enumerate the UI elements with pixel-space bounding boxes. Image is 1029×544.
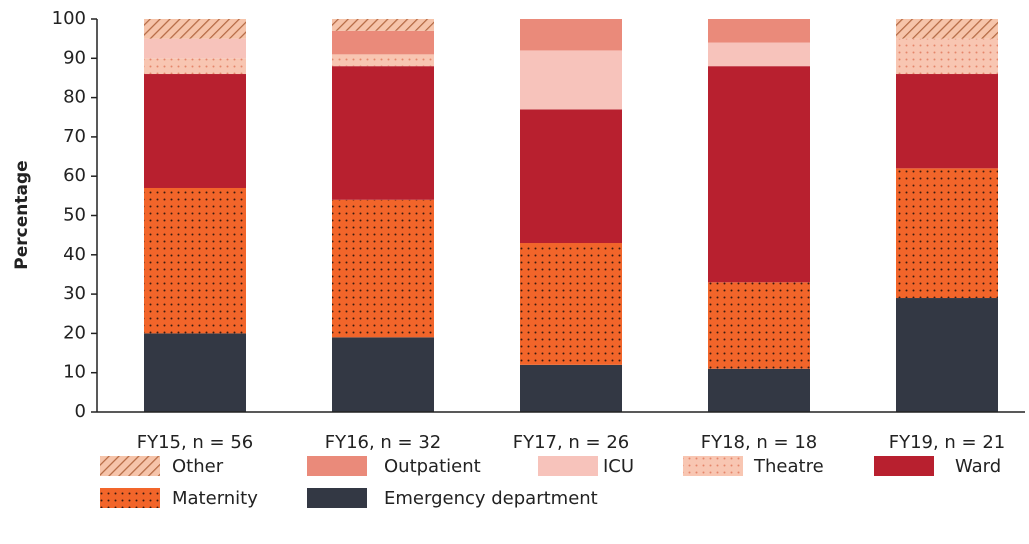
bar-segment [144, 333, 246, 412]
x-tick-label: FY15, n = 56 [137, 432, 254, 453]
legend-label: Ward [955, 456, 1001, 477]
legend-swatch [538, 456, 598, 476]
y-tick-label: 100 [52, 8, 86, 29]
bar-segment [520, 109, 622, 244]
legend-swatch [100, 488, 160, 508]
bar-segment [708, 42, 810, 67]
y-tick-label: 20 [63, 322, 86, 343]
legend-label: Maternity [172, 488, 258, 509]
x-tick-label: FY17, n = 26 [513, 432, 630, 453]
y-tick-label: 90 [63, 47, 86, 68]
legend-swatch [683, 456, 743, 476]
bar-segment [520, 19, 622, 51]
bar-segment [896, 74, 998, 169]
y-tick-label: 80 [63, 87, 86, 108]
bar-segment [144, 19, 246, 39]
bar-segment [332, 66, 434, 200]
y-axis-label: Percentage [12, 160, 32, 269]
bar-segment [896, 38, 998, 75]
legend-swatch [874, 456, 934, 476]
y-tick-label: 10 [63, 362, 86, 383]
bar-segment [896, 19, 998, 39]
bar-segment [708, 66, 810, 283]
y-tick-label: 50 [63, 205, 86, 226]
x-tick-label: FY19, n = 21 [889, 432, 1006, 453]
bar-segment [520, 243, 622, 365]
y-tick-label: 0 [75, 401, 86, 422]
bar-segment [332, 337, 434, 412]
bar-segment [896, 298, 998, 412]
legend-label: Outpatient [384, 456, 481, 477]
legend-label: Other [172, 456, 224, 477]
y-tick-label: 40 [63, 244, 86, 265]
bar-segment [520, 364, 622, 412]
legend-label: Theatre [753, 456, 824, 477]
bar-segment [708, 282, 810, 369]
bar-segment [332, 199, 434, 338]
y-tick-label: 70 [63, 126, 86, 147]
legend-label: ICU [603, 456, 634, 477]
bar-segment [332, 30, 434, 55]
x-tick-label: FY18, n = 18 [701, 432, 818, 453]
bar-segment [520, 50, 622, 110]
bar-segment [144, 58, 246, 75]
legend-swatch [100, 456, 160, 476]
bar-segment [708, 368, 810, 412]
bar-segment [144, 38, 246, 59]
x-tick-label: FY16, n = 32 [325, 432, 442, 453]
legend-swatch [307, 488, 367, 508]
bar-segment [144, 74, 246, 188]
bar-segment [708, 19, 810, 43]
bar-segment [896, 168, 998, 299]
bar-segment [144, 187, 246, 334]
legend-swatch [307, 456, 367, 476]
legend-label: Emergency department [384, 488, 598, 509]
y-tick-label: 60 [63, 165, 86, 186]
bar-segment [332, 54, 434, 67]
y-tick-label: 30 [63, 283, 86, 304]
bar-segment [332, 19, 434, 31]
